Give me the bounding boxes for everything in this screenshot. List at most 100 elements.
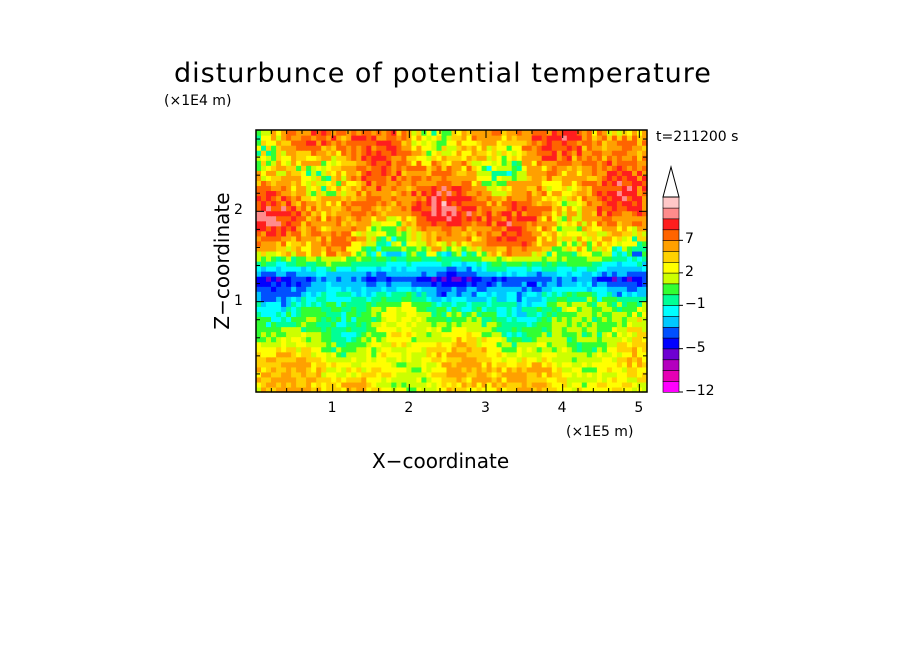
field-cell bbox=[471, 180, 478, 187]
field-cell bbox=[566, 175, 573, 181]
field-cell bbox=[566, 331, 573, 338]
field-cell bbox=[591, 256, 598, 262]
field-cell bbox=[441, 291, 448, 297]
field-cell bbox=[621, 266, 628, 272]
field-cell bbox=[271, 281, 277, 287]
field-cell bbox=[481, 200, 488, 207]
field-cell bbox=[441, 205, 448, 212]
field-cell bbox=[531, 135, 538, 141]
field-cell bbox=[371, 291, 377, 297]
field-cell bbox=[591, 230, 598, 237]
field-cell bbox=[561, 316, 568, 323]
field-cell bbox=[341, 326, 347, 333]
field-cell bbox=[471, 361, 478, 368]
field-cell bbox=[411, 321, 418, 328]
field-cell bbox=[271, 225, 277, 232]
field-cell bbox=[261, 190, 267, 197]
field-cell bbox=[586, 185, 593, 192]
plot-frame bbox=[255, 129, 648, 393]
field-cell bbox=[321, 170, 327, 176]
field-cell bbox=[296, 306, 302, 312]
field-cell bbox=[301, 160, 307, 166]
field-cell bbox=[551, 376, 558, 383]
field-cell bbox=[637, 321, 643, 328]
field-cell bbox=[616, 291, 623, 297]
field-cell bbox=[521, 150, 528, 156]
field-cell bbox=[266, 296, 272, 302]
field-cell bbox=[326, 296, 332, 302]
field-cell bbox=[306, 356, 312, 363]
field-cell bbox=[642, 215, 648, 222]
field-cell bbox=[356, 250, 362, 257]
field-cell bbox=[331, 245, 337, 252]
field-cell bbox=[396, 235, 403, 242]
field-cell bbox=[561, 266, 568, 272]
colorbar-swatch bbox=[662, 326, 680, 339]
field-cell bbox=[491, 165, 498, 171]
field-cell bbox=[366, 326, 372, 333]
field-cell bbox=[601, 240, 608, 247]
field-cell bbox=[266, 346, 272, 353]
field-cell bbox=[591, 170, 598, 176]
field-cell bbox=[351, 346, 357, 353]
field-cell bbox=[266, 311, 272, 318]
field-cell bbox=[296, 261, 302, 267]
field-cell bbox=[416, 296, 423, 302]
field-cell bbox=[596, 286, 603, 292]
field-cell bbox=[606, 341, 613, 348]
field-cell bbox=[471, 316, 478, 323]
field-cell bbox=[466, 150, 473, 156]
field-cell bbox=[316, 361, 322, 368]
field-cell bbox=[496, 220, 503, 227]
field-cell bbox=[316, 215, 322, 222]
field-cell bbox=[311, 140, 317, 146]
field-cell bbox=[416, 150, 423, 156]
field-cell bbox=[396, 165, 403, 171]
field-cell bbox=[561, 130, 568, 136]
field-cell bbox=[361, 230, 367, 237]
field-cell bbox=[606, 316, 613, 323]
field-cell bbox=[281, 331, 287, 338]
field-cell bbox=[411, 225, 418, 232]
field-cell bbox=[276, 361, 282, 368]
field-cell bbox=[361, 245, 367, 252]
field-cell bbox=[356, 271, 362, 277]
field-cell bbox=[471, 165, 478, 171]
field-cell bbox=[516, 356, 523, 363]
field-cell bbox=[286, 145, 292, 151]
field-cell bbox=[506, 205, 513, 212]
field-cell bbox=[576, 301, 583, 307]
field-cell bbox=[581, 250, 588, 257]
field-cell bbox=[296, 135, 302, 141]
field-cell bbox=[531, 276, 538, 282]
field-cell bbox=[326, 346, 332, 353]
field-cell bbox=[336, 205, 342, 212]
field-cell bbox=[536, 165, 543, 171]
field-cell bbox=[637, 336, 643, 343]
field-cell bbox=[496, 281, 503, 287]
field-cell bbox=[521, 135, 528, 141]
field-cell bbox=[571, 200, 578, 207]
field-cell bbox=[546, 296, 553, 302]
field-cell bbox=[632, 190, 638, 197]
field-cell bbox=[621, 185, 628, 192]
field-cell bbox=[301, 276, 307, 282]
field-cell bbox=[546, 336, 553, 343]
field-cell bbox=[321, 266, 327, 272]
field-cell bbox=[341, 195, 347, 202]
field-cell bbox=[586, 356, 593, 363]
field-cell bbox=[441, 336, 448, 343]
field-cell bbox=[361, 371, 367, 378]
field-cell bbox=[611, 256, 618, 262]
field-cell bbox=[446, 387, 453, 393]
field-cell bbox=[456, 165, 463, 171]
field-cell bbox=[596, 356, 603, 363]
field-cell bbox=[356, 376, 362, 383]
field-cell bbox=[626, 381, 633, 388]
field-cell bbox=[466, 235, 473, 242]
field-cell bbox=[316, 180, 322, 187]
field-cell bbox=[406, 346, 413, 353]
field-cell bbox=[561, 200, 568, 207]
field-cell bbox=[421, 266, 428, 272]
field-cell bbox=[381, 155, 387, 161]
